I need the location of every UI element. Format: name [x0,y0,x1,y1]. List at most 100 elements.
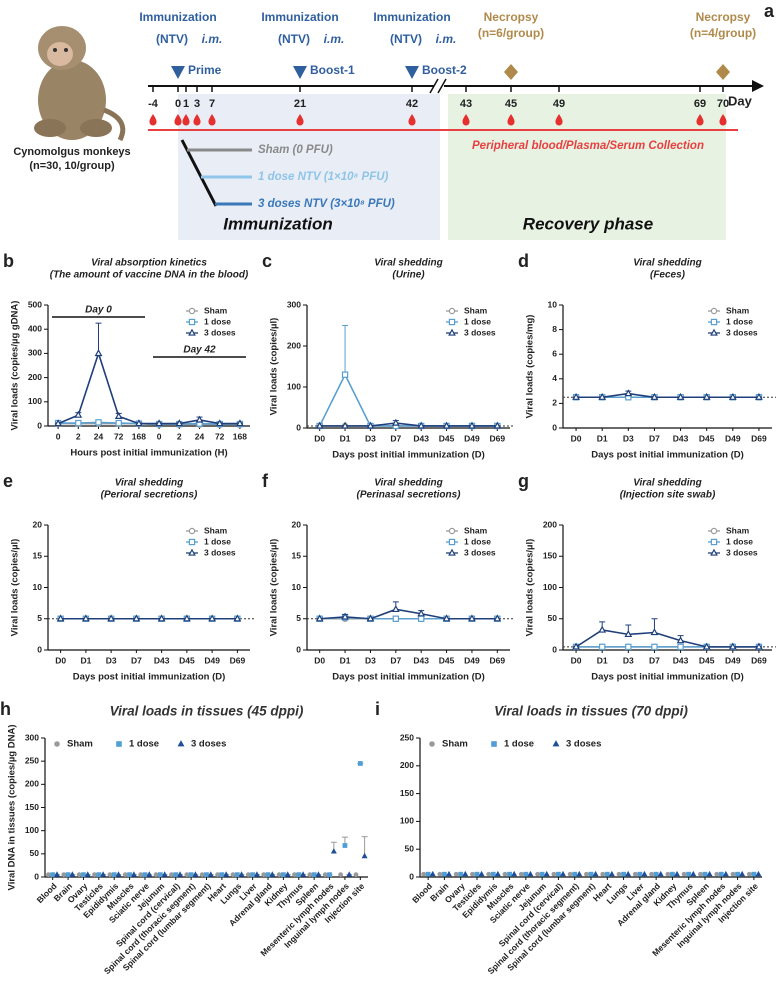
marker [598,392,607,400]
marker [598,643,606,651]
marker [494,870,501,877]
marker [637,871,643,877]
marker [624,630,633,638]
marker [710,328,718,336]
recovery-phase-box [448,94,726,240]
y-tick-label: 100 [287,381,301,391]
panel-label: b [3,251,14,271]
y-tick-label: 0 [409,871,414,881]
marker [269,871,276,877]
legend-label: 3 doses [566,739,601,750]
marker [714,871,720,877]
x-tick-label: D49 [725,433,741,443]
x-axis-label: Days post initial immunization (D) [332,672,485,683]
x-tick-label: 2 [76,431,81,441]
marker [330,848,337,854]
x-tick-label: 168 [233,431,247,441]
marker [76,872,82,878]
legend-label: Sham [726,525,750,535]
x-tick-label: D69 [230,655,246,665]
legend-label: 3 doses [204,327,236,337]
marker [673,870,680,877]
marker [728,642,737,650]
marker [493,421,502,429]
panel-label: c [262,251,272,271]
day-tick-label: 43 [460,98,472,110]
x-tick-label: D1 [597,433,608,443]
marker [199,872,205,878]
chart-subtitle: (Perinasal secretions) [357,490,462,501]
marker [429,741,435,747]
y-tick-label: 100 [28,396,42,406]
marker [572,642,580,650]
marker [535,871,540,877]
marker [54,419,62,427]
y-tick-label: 10 [548,299,558,309]
marker [735,871,740,877]
marker [357,761,363,766]
marker [230,872,236,878]
marker [115,419,122,427]
day-tick-label: 7 [209,98,215,110]
marker [755,642,763,650]
group-label: 3 doses NTV (3×10⁸ PFU) [258,198,395,210]
marker [315,614,324,622]
phase-label: Immunization [223,214,333,233]
legend-label: 1 dose [504,739,534,750]
y-tick-label: 200 [28,372,42,382]
y-tick-label: 8 [552,324,557,334]
marker [608,870,615,877]
y-axis-label: Viral loads (copies/µl) [269,539,280,637]
x-axis-label: Days post initial immunization (D) [591,450,744,461]
marker [204,872,209,878]
y-tick-label: 6 [552,348,557,358]
marker [74,410,83,418]
marker [572,871,578,877]
y-axis-label: Viral loads (copies/µg gDNA) [10,301,21,431]
marker [54,741,60,747]
x-tick-label: D1 [340,433,351,443]
marker [234,872,240,878]
marker [107,872,113,878]
marker [706,870,713,877]
marker [215,419,224,427]
y-tick-label: 20 [292,519,302,529]
marker [676,636,685,644]
marker [523,871,529,877]
marker [82,614,90,622]
marker [341,371,349,378]
day-tick-label: 1 [183,98,189,110]
marker [527,870,534,877]
x-tick-label: 72 [114,431,124,441]
y-axis-label: Viral loads (copies/µl) [10,539,21,637]
marker [445,870,452,877]
immunization-agent: (NTV) [156,32,188,46]
chart-title: Viral shedding [633,478,702,489]
blood-drop [719,114,727,126]
marker [135,419,143,427]
day-tick-label: 0 [175,98,181,110]
chart-title: Viral loads in tissues (45 dppi) [110,704,304,719]
marker [84,871,91,877]
marker [710,548,718,556]
blood-drop [462,114,470,126]
marker [95,419,102,426]
immunization-route: i.m. [202,32,223,46]
marker [169,872,174,878]
panel-label: f [262,471,269,491]
marker [511,870,518,877]
marker [474,871,480,877]
marker [116,741,122,747]
x-tick-label: D7 [649,655,660,665]
panel-label: h [0,699,11,719]
marker [107,614,115,622]
x-tick-label: D0 [55,655,66,665]
marker [448,328,456,336]
y-tick-label: 100 [400,816,414,826]
marker [641,870,648,877]
chart-subtitle: (Urine) [392,270,425,281]
x-tick-label: D43 [673,433,689,443]
marker [188,307,196,315]
legend-label: Sham [204,305,228,315]
blood-drop [182,114,190,126]
